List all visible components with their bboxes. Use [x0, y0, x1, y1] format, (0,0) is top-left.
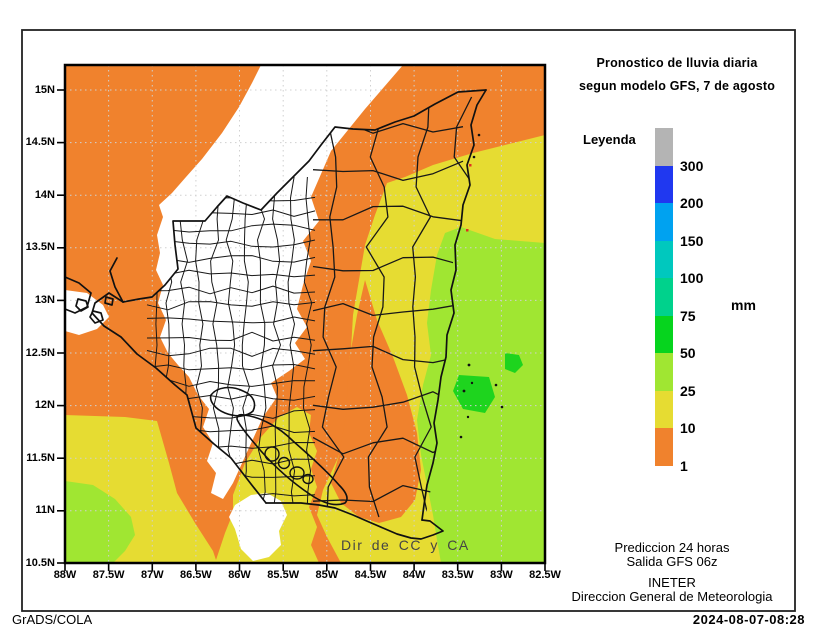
footer-text-block: Prediccion 24 horas Salida GFS 06z INETE…: [548, 541, 796, 604]
fonseca-gulf-coastline: [109, 257, 124, 303]
honduras-border-line: [122, 89, 487, 303]
legend-value-label: 150: [680, 232, 704, 249]
legend-value-label: 10: [680, 420, 696, 436]
pacific-coastline: [91, 292, 267, 504]
lon-tick-label: 83.5W: [441, 569, 474, 581]
lon-tick-label: 85W: [315, 569, 339, 581]
legend-value-label: 300: [680, 157, 704, 174]
lat-tick-label: 12N: [34, 399, 55, 412]
rain-region-orange-wedge: [331, 280, 421, 523]
footer-line-4: Direccion General de Meteorologia: [571, 589, 773, 604]
plot-border: [63, 63, 547, 565]
lat-tick-label: 14.5N: [25, 136, 55, 149]
crater-lagoon-outline: [277, 456, 291, 470]
ometepe-island-outline: [302, 473, 314, 485]
lon-tick-label: 85.5W: [267, 569, 300, 581]
rain-region-lightgreen-corner: [65, 481, 135, 563]
lat-tick-label: 12.5N: [25, 346, 55, 359]
legend-value-label: 25: [680, 382, 696, 399]
timestamp: 2024-08-07-08:28: [692, 612, 805, 627]
lake-nicaragua-outline: [236, 413, 348, 506]
rain-region-green-patch-large: [453, 375, 495, 413]
map-watermark: Dir de CC y CA: [341, 537, 470, 553]
lat-tick-label: 10.5N: [25, 556, 55, 569]
footer-line-1: Prediccion 24 horas: [614, 540, 730, 555]
lat-tick-label: 11N: [35, 504, 55, 517]
footer-line-2: Salida GFS 06z: [626, 554, 718, 569]
lon-tick-label: 84W: [402, 569, 426, 581]
lon-tick-label: 86.5W: [179, 569, 212, 581]
legend-color-swatch: [655, 128, 673, 166]
legend-color-swatch: [655, 203, 673, 241]
legend-color-swatch: [655, 315, 673, 353]
fonseca-island: [75, 298, 89, 312]
graticule-gridlines: [65, 65, 545, 563]
legend-value-label: 50: [680, 345, 696, 361]
lat-tick-label: 13N: [34, 293, 55, 306]
ometepe-island-outline: [289, 466, 305, 480]
footer-line-3: INETER: [648, 575, 696, 590]
lon-tick-label: 87.5W: [92, 569, 125, 581]
rain-region-white-south: [229, 493, 287, 561]
fonseca-island: [89, 310, 104, 324]
legend-heading: Leyenda: [583, 132, 636, 147]
legend-color-swatch: [655, 428, 673, 466]
legend-color-swatch: [655, 353, 673, 391]
rain-region-green-patch-small: [505, 353, 523, 373]
lon-tick-label: 87W: [140, 569, 164, 581]
lon-tick-label: 86W: [228, 569, 251, 581]
lat-tick-label: 13.5N: [25, 241, 55, 254]
lon-tick-label: 88W: [53, 569, 77, 581]
crater-lagoon-outline: [264, 446, 280, 462]
station-marker-dots: [466, 164, 472, 232]
costa-rica-border-line: [265, 502, 444, 540]
legend-value-label: 100: [680, 270, 704, 286]
legend-color-swatch: [655, 390, 673, 428]
legend-value-label: 75: [680, 307, 696, 324]
legend-color-swatch: [655, 278, 673, 316]
chart-title: Pronostico de lluvia diaria segun modelo…: [557, 52, 797, 98]
legend-colorbar: [655, 128, 673, 466]
axis-tick-marks: [57, 89, 546, 571]
el-salvador-coastline: [65, 276, 92, 314]
legend-value-label: 200: [680, 195, 704, 211]
lon-tick-label: 84.5W: [354, 569, 387, 581]
grads-credit: GrADS/COLA: [12, 612, 93, 627]
lat-tick-label: 15N: [34, 83, 55, 96]
legend-unit-label: mm: [731, 297, 756, 313]
lat-tick-label: 11.5N: [26, 451, 55, 464]
legend-value-label: 1: [680, 457, 688, 474]
coastal-island-dots: [459, 133, 504, 439]
legend-color-swatch: [655, 240, 673, 278]
title-line-1: Pronostico de lluvia diaria: [596, 56, 758, 70]
country-borders-and-coasts: [65, 89, 487, 540]
title-line-2: segun modelo GFS, 7 de agosto: [578, 79, 776, 93]
lat-tick-label: 14N: [34, 188, 55, 201]
legend-color-swatch: [655, 165, 673, 203]
outer-frame-border: [21, 29, 796, 612]
caribbean-coastline: [421, 89, 487, 521]
lon-tick-label: 82.5W: [529, 569, 561, 581]
lake-managua-outline: [209, 386, 256, 417]
map-plot-area: [65, 65, 545, 563]
fonseca-island: [104, 296, 114, 306]
lon-tick-label: 83W: [490, 569, 513, 581]
